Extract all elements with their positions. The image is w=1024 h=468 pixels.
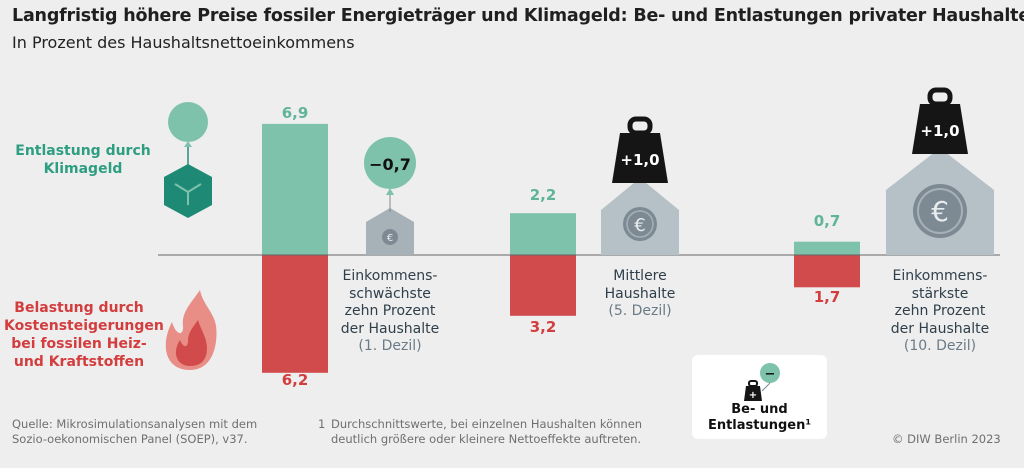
legend-icon: − + [744, 363, 780, 401]
svg-text:€: € [634, 215, 645, 236]
bar-value-label: 6,2 [281, 371, 309, 389]
bar-value-label: 1,7 [813, 288, 841, 306]
group-label-1: Einkommens-schwächste zehn Prozent der Ha… [340, 268, 440, 354]
legend-text: Be- und Entlastungen¹ [707, 402, 812, 433]
weight-icon [912, 87, 968, 154]
weight-icon [612, 116, 668, 183]
copyright: © DIW Berlin 2023 [892, 432, 1001, 446]
chart-subtitle: In Prozent des Haushaltsnettoeinkommens [12, 33, 355, 52]
group-label-5: Mittlere Haushalte (5. Dezil) [604, 268, 676, 319]
relief-bar [262, 123, 328, 256]
footnote-number: 1 [318, 417, 326, 431]
burden-bar [510, 255, 576, 316]
svg-text:€: € [931, 195, 949, 228]
balloon-cube-icon [164, 102, 212, 218]
net-effect-label: +1,0 [920, 122, 959, 140]
house-large-icon: € [886, 148, 994, 255]
chart-title: Langfristig höhere Preise fossiler Energ… [12, 6, 1024, 26]
bar-value-label: 6,9 [281, 104, 309, 122]
bar-value-label: 3,2 [529, 318, 557, 336]
net-effect-labels: −0,7 +1,0 +1,0 [369, 122, 959, 174]
house-medium-icon: € [601, 178, 679, 255]
net-effect-label: +1,0 [620, 151, 659, 169]
relief-bar [794, 241, 860, 255]
relief-label: Entlastung durch Klimageld [15, 143, 151, 177]
bar-value-label: 0,7 [813, 212, 841, 230]
bar-layer [262, 123, 860, 373]
fire-icon [165, 290, 217, 370]
source-note: Quelle: Mikrosimulationsanalysen mit dem… [12, 417, 258, 446]
burden-bar [262, 255, 328, 373]
group-label-10: Einkommens-stärkste zehn Prozent der Haus… [890, 268, 990, 354]
burden-label: Belastung durch Kostensteigerungen bei fo… [4, 300, 164, 370]
legend-minus: − [765, 367, 776, 382]
legend-box: − + Be- und Entlastungen¹ [692, 355, 827, 439]
legend-plus: + [749, 390, 757, 401]
relief-bar [510, 213, 576, 255]
net-effect-label: −0,7 [369, 155, 411, 174]
svg-text:€: € [387, 233, 393, 244]
balloon-icon [364, 137, 416, 195]
footnote-text: Durchschnittswerte, bei einzelnen Hausha… [331, 417, 643, 446]
burden-bar [794, 255, 860, 288]
bar-value-label: 2,2 [529, 186, 557, 204]
house-small-icon: € [366, 193, 414, 255]
